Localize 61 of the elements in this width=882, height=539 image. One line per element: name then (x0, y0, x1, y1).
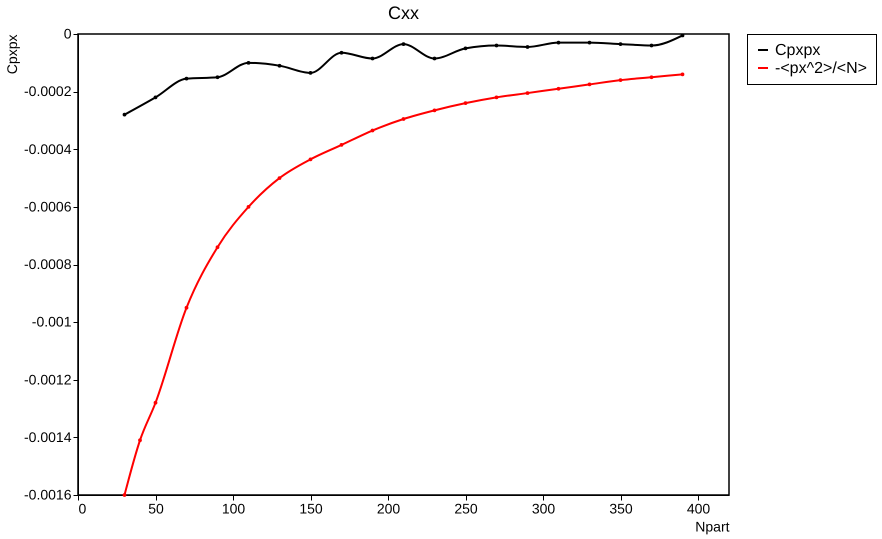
point (464, 101, 468, 106)
point (308, 71, 312, 75)
y-tick-label: -0.0014 (24, 428, 72, 445)
x-tick-label: 0 (78, 500, 86, 516)
x-tick-label: 400 (686, 500, 710, 516)
point (246, 60, 250, 65)
point (402, 42, 406, 46)
y-axis-title: Cpxpx (4, 34, 20, 74)
point (278, 64, 282, 68)
point (556, 86, 560, 91)
point (650, 75, 654, 80)
point (494, 44, 498, 48)
point (680, 72, 684, 76)
x-tick-label: 150 (299, 500, 323, 516)
x-tick-label: 250 (454, 500, 478, 516)
point (184, 76, 188, 81)
y-tick-label: 0 (64, 26, 72, 42)
point (526, 45, 530, 49)
legend-label: Cpxpx (775, 42, 820, 59)
y-tick-label: -0.0008 (24, 256, 72, 272)
x-axis-title: Npart (695, 518, 730, 534)
point (138, 438, 142, 442)
point (464, 46, 468, 50)
point (246, 205, 250, 209)
point (618, 78, 622, 82)
x-tick-label: 100 (222, 500, 246, 516)
x-tick-label: 300 (532, 500, 556, 516)
point (618, 42, 622, 46)
y-tick-label: -0.0004 (24, 140, 72, 157)
point (184, 306, 188, 310)
point (588, 82, 592, 86)
point (432, 108, 436, 112)
point (402, 117, 406, 121)
point (122, 112, 126, 117)
x-tick-label: 350 (609, 500, 633, 516)
point (216, 245, 220, 250)
point (370, 128, 374, 132)
y-tick-label: -0.0012 (24, 371, 72, 388)
point (494, 96, 498, 100)
point (432, 56, 436, 60)
y-tick-label: -0.0002 (24, 83, 72, 100)
point (216, 75, 220, 80)
point (340, 143, 344, 147)
y-tick-label: -0.001 (32, 314, 72, 330)
point (154, 400, 158, 405)
point (650, 44, 654, 48)
point (556, 40, 560, 45)
y-tick-label: -0.0016 (24, 486, 72, 502)
point (370, 56, 374, 60)
point (278, 176, 282, 180)
point (588, 40, 592, 45)
y-tick-label: -0.0006 (24, 198, 72, 214)
legend-label: -<px^2>/<N> (775, 60, 868, 77)
x-tick-label: 200 (376, 500, 400, 516)
point (340, 50, 344, 55)
point (154, 96, 158, 100)
chart-title: Cxx (388, 3, 419, 23)
x-tick-label: 50 (148, 500, 164, 516)
point (122, 493, 126, 497)
point (526, 91, 530, 95)
point (308, 157, 312, 162)
